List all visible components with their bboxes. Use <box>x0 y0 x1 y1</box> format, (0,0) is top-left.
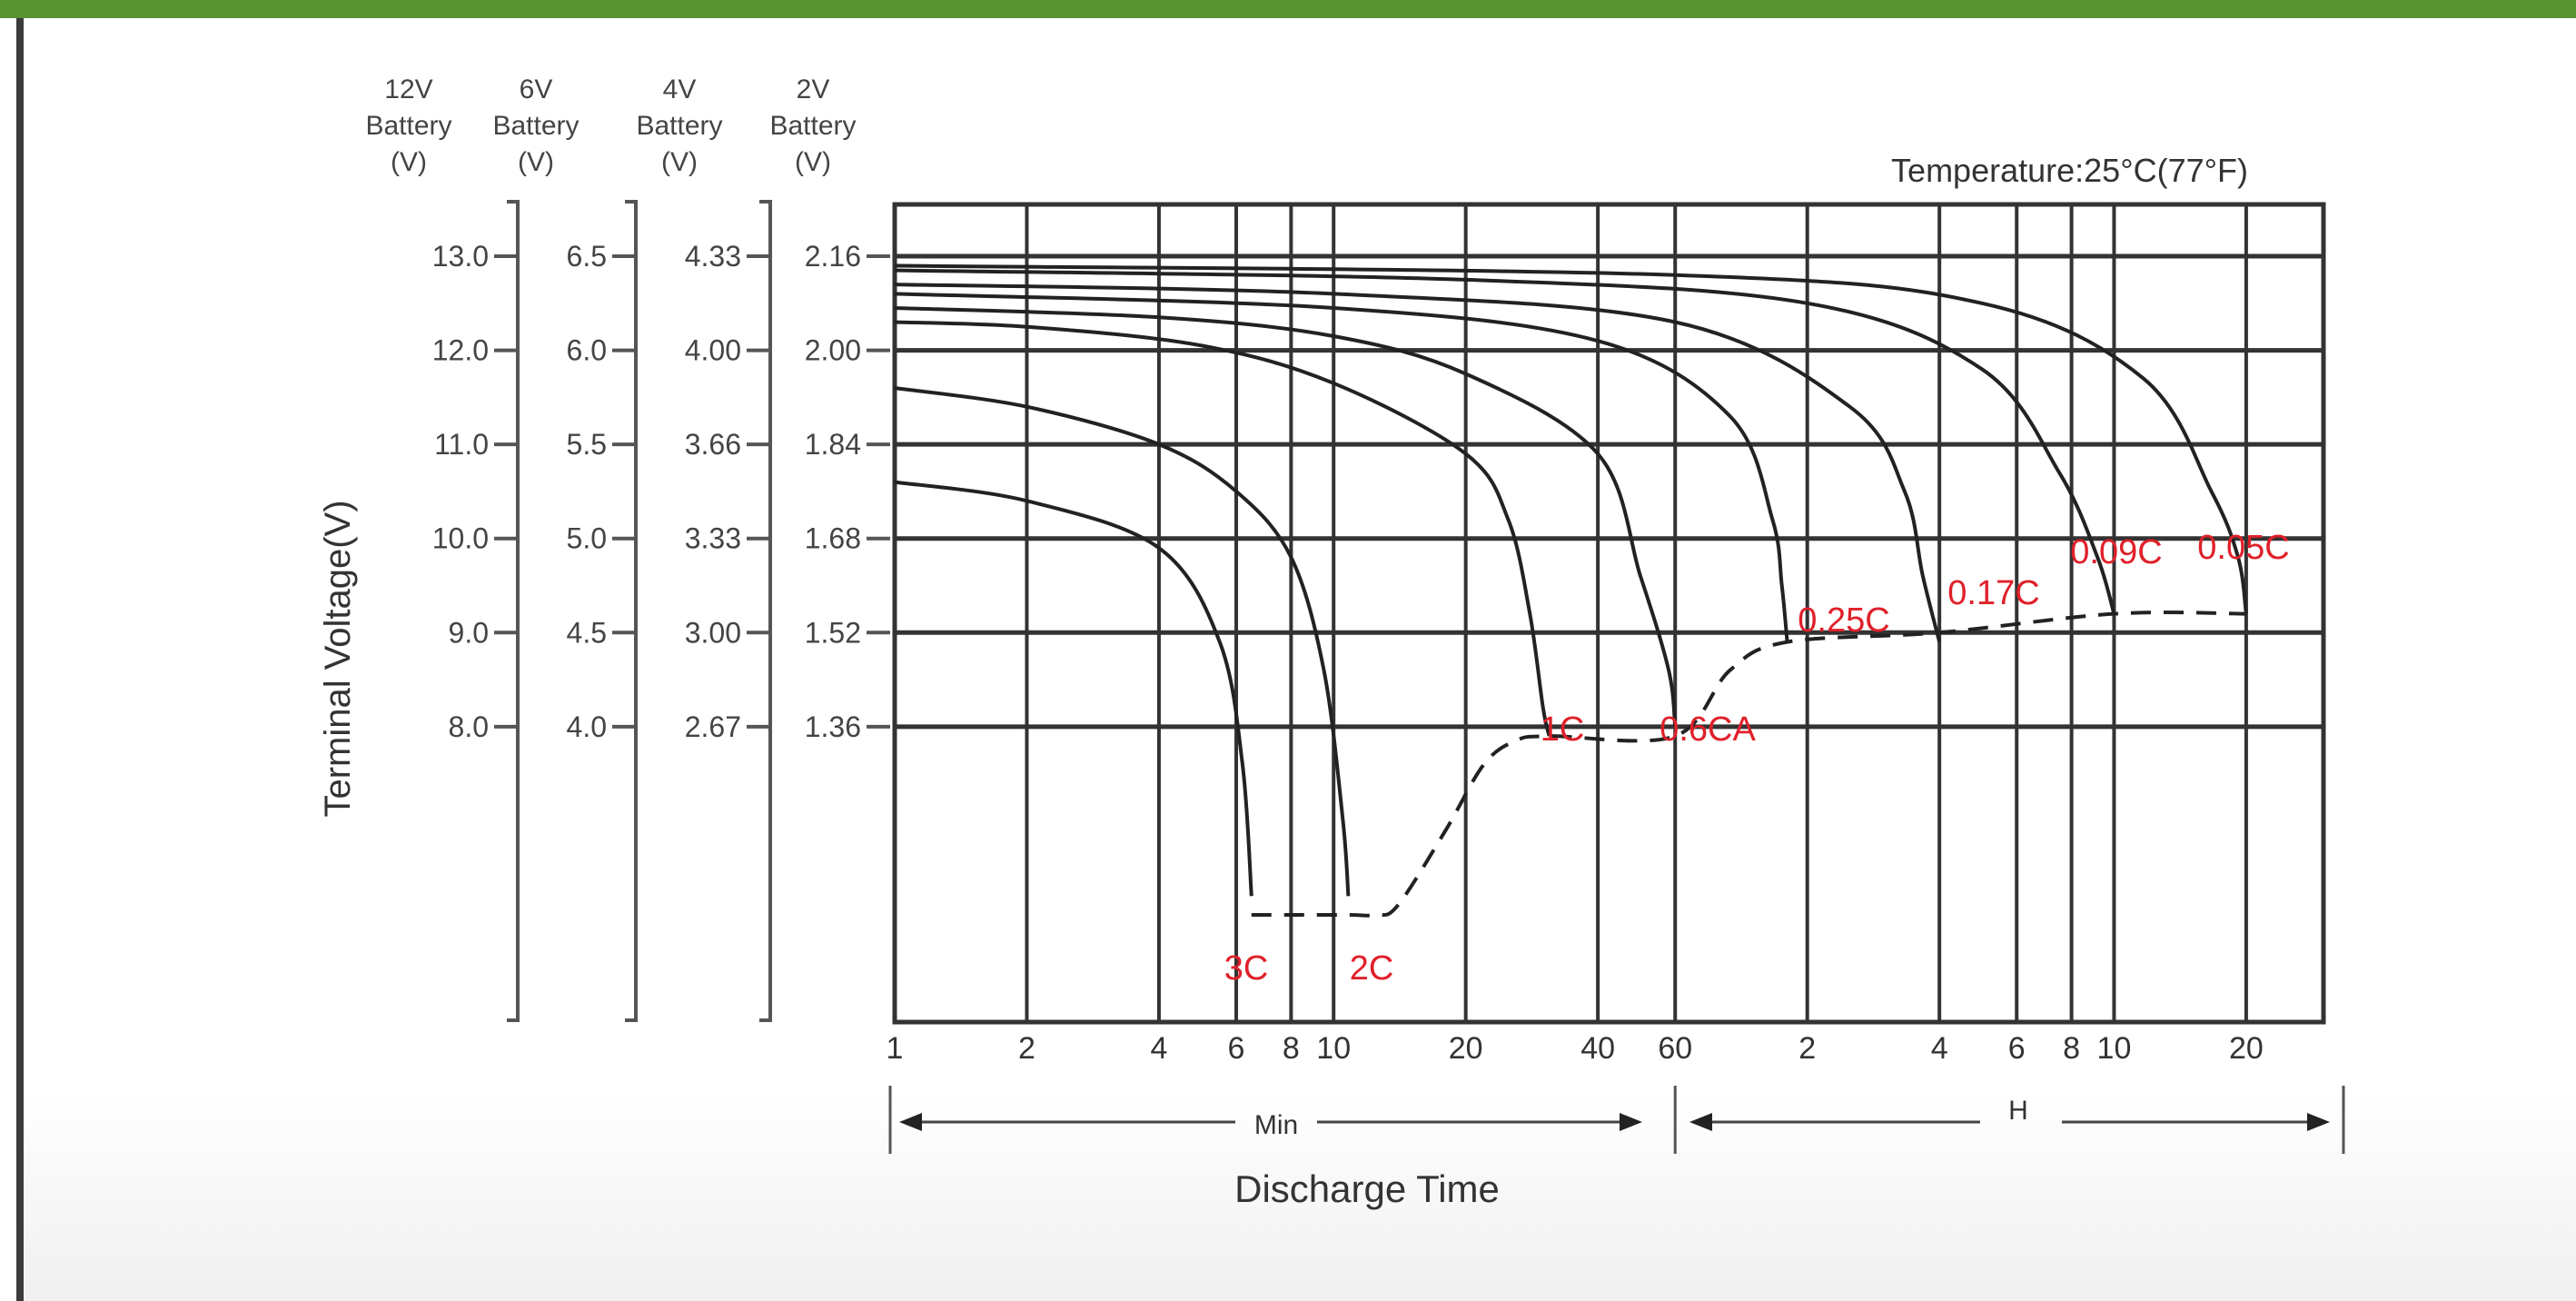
voltage-tick-label: 4.0 <box>567 710 607 743</box>
x-section-min-arrowhead-right <box>1620 1113 1642 1131</box>
voltage-tick-label: 4.5 <box>567 616 607 649</box>
series-2C-line <box>894 386 1351 897</box>
x-tick-label: 10 <box>2097 1031 2132 1066</box>
x-tick-label: 4 <box>1931 1031 1948 1066</box>
voltage-tick-label: 3.33 <box>685 522 741 555</box>
cutoff-line <box>1251 611 2246 918</box>
x-tick-label: 2 <box>1018 1031 1035 1066</box>
y-axis-title: Terminal Voltage(V) <box>318 500 358 817</box>
voltage-tick-label: 10.0 <box>432 522 489 555</box>
series-labels: 3C 2C 1C 0.6CA 0.25C 0.17C 0.09C 0.05C <box>1224 529 2290 988</box>
voltage-tick-label: 13.0 <box>432 240 489 273</box>
grid <box>892 202 2326 1025</box>
x-section-min-label: Min <box>1254 1110 1298 1140</box>
temperature-annotation: Temperature:25°C(77°F) <box>1891 152 2248 189</box>
x-tick-label: 8 <box>1283 1031 1300 1066</box>
x-section-hour-label: H <box>2008 1096 2028 1126</box>
voltage-scale-header: Battery <box>492 111 579 141</box>
voltage-scale-header: 12V <box>384 74 432 104</box>
series-label-3C: 3C <box>1224 949 1269 988</box>
series-0.09C-line <box>894 268 2116 615</box>
x-tick-label: 10 <box>1316 1031 1351 1066</box>
voltage-scale-header: Battery <box>365 111 451 141</box>
voltage-tick-label: 1.52 <box>805 616 861 649</box>
header-bar <box>0 0 2576 18</box>
axes: 1 2 4 6 8 10 20 40 60 2 4 6 8 10 20 12V Battery (V) 13.0 12… <box>365 74 2345 1154</box>
x-tick-label: 60 <box>1658 1031 1692 1066</box>
voltage-scale-header: (V) <box>518 147 554 177</box>
series-0.25C-line <box>894 292 1789 642</box>
x-section-min-arrowhead-left <box>899 1113 922 1131</box>
x-tick-label: 4 <box>1150 1031 1167 1066</box>
end-voltage-dashed-line <box>1251 611 2246 918</box>
x-tick-label: 6 <box>1228 1031 1245 1066</box>
voltage-tick-label: 3.00 <box>685 616 741 649</box>
x-tick-label: 2 <box>1798 1031 1816 1066</box>
voltage-scale-header: Battery <box>769 111 856 141</box>
voltage-scale-header: Battery <box>636 111 722 141</box>
voltage-tick-label: 6.5 <box>567 240 607 273</box>
voltage-tick-label: 6.0 <box>567 334 607 367</box>
curves <box>894 263 2248 897</box>
series-label-0.09C: 0.09C <box>2070 533 2162 571</box>
series-label-1C: 1C <box>1541 710 1585 749</box>
voltage-tick-label: 5.0 <box>567 522 607 555</box>
series-label-0.6CA: 0.6CA <box>1660 710 1756 749</box>
voltage-scale-header: (V) <box>661 147 698 177</box>
x-tick-label: 8 <box>2063 1031 2080 1066</box>
background-fade <box>24 1090 2576 1301</box>
x-axis-title: Discharge Time <box>1234 1167 1500 1210</box>
frame-left-border <box>16 18 24 1301</box>
series-0.6CA-line <box>894 306 1678 728</box>
voltage-tick-label: 5.5 <box>567 428 607 461</box>
voltage-scale-header: (V) <box>391 147 427 177</box>
series-label-0.25C: 0.25C <box>1798 601 1889 640</box>
x-tick-label: 20 <box>1449 1031 1483 1066</box>
x-tick-label: 1 <box>887 1031 904 1066</box>
x-tick-label: 40 <box>1580 1031 1615 1066</box>
voltage-tick-label: 1.36 <box>805 710 861 743</box>
voltage-tick-label: 2.67 <box>685 710 741 743</box>
voltage-tick-label: 9.0 <box>449 616 489 649</box>
voltage-tick-label: 2.16 <box>805 240 861 273</box>
series-1C-line <box>894 320 1551 737</box>
voltage-tick-label: 8.0 <box>449 710 489 743</box>
series-label-0.05C: 0.05C <box>2197 529 2289 567</box>
series-3C-line <box>894 480 1253 897</box>
voltage-tick-label: 4.00 <box>685 334 741 367</box>
series-label-0.17C: 0.17C <box>1947 574 2039 612</box>
voltage-tick-label: 2.00 <box>805 334 861 367</box>
voltage-tick-label: 1.68 <box>805 522 861 555</box>
voltage-tick-label: 3.66 <box>685 428 741 461</box>
voltage-tick-label: 12.0 <box>432 334 489 367</box>
series-label-2C: 2C <box>1350 949 1394 988</box>
x-tick-label: 20 <box>2229 1031 2264 1066</box>
x-tick-label: 6 <box>2008 1031 2026 1066</box>
x-section-h-arrowhead-right <box>2307 1113 2330 1131</box>
x-section-h-arrowhead-left <box>1689 1113 1712 1131</box>
voltage-scale-header: (V) <box>795 147 831 177</box>
series-0.05C-line <box>894 263 2248 614</box>
voltage-scale-header: 2V <box>797 74 830 104</box>
series-0.17C-line <box>894 283 1942 643</box>
voltage-tick-label: 1.84 <box>805 428 861 461</box>
voltage-tick-label: 4.33 <box>685 240 741 273</box>
voltage-scale-header: 6V <box>520 74 553 104</box>
voltage-tick-label: 11.0 <box>434 428 489 461</box>
voltage-scale-header: 4V <box>663 74 697 104</box>
